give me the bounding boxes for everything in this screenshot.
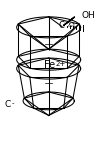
Text: &1: &1 xyxy=(68,23,77,28)
Text: Fe: Fe xyxy=(44,60,55,70)
Text: C: C xyxy=(58,21,64,30)
Text: 2+: 2+ xyxy=(56,61,66,67)
Text: -: - xyxy=(65,22,67,27)
Polygon shape xyxy=(63,17,75,26)
Text: OH: OH xyxy=(81,11,95,20)
Text: C: C xyxy=(5,100,11,109)
Text: -: - xyxy=(11,100,14,106)
